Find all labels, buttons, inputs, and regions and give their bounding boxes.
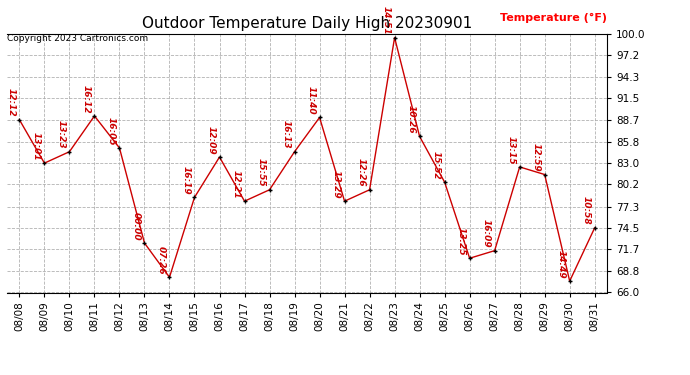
Text: 00:00: 00:00 <box>132 211 141 240</box>
Text: 12:26: 12:26 <box>357 158 366 187</box>
Point <box>214 154 225 160</box>
Point <box>164 274 175 280</box>
Point <box>364 187 375 193</box>
Point <box>14 117 25 123</box>
Text: 16:13: 16:13 <box>282 120 290 149</box>
Point <box>439 179 450 185</box>
Text: 15:55: 15:55 <box>257 158 266 187</box>
Point <box>264 187 275 193</box>
Text: Copyright 2023 Cartronics.com: Copyright 2023 Cartronics.com <box>7 34 148 43</box>
Text: 16:19: 16:19 <box>181 166 190 195</box>
Text: 11:40: 11:40 <box>307 86 316 115</box>
Point <box>539 171 550 177</box>
Point <box>489 248 500 254</box>
Text: 07:26: 07:26 <box>157 246 166 274</box>
Text: 12:09: 12:09 <box>207 126 216 154</box>
Text: 13:23: 13:23 <box>57 120 66 149</box>
Point <box>239 198 250 204</box>
Text: 13:01: 13:01 <box>32 132 41 160</box>
Point <box>564 278 575 284</box>
Text: 10:58: 10:58 <box>582 196 591 225</box>
Point <box>339 198 350 204</box>
Point <box>89 113 100 119</box>
Point <box>289 149 300 155</box>
Text: 13:29: 13:29 <box>332 170 341 198</box>
Text: 14:51: 14:51 <box>382 6 391 35</box>
Point <box>464 255 475 261</box>
Point <box>514 164 525 170</box>
Point <box>189 194 200 200</box>
Point <box>139 240 150 246</box>
Text: 15:52: 15:52 <box>432 151 441 179</box>
Text: 16:12: 16:12 <box>81 84 90 113</box>
Text: 12:21: 12:21 <box>232 170 241 198</box>
Point <box>64 149 75 155</box>
Point <box>414 134 425 140</box>
Point <box>589 225 600 231</box>
Point <box>389 34 400 40</box>
Text: 13:25: 13:25 <box>457 227 466 255</box>
Point <box>314 114 325 120</box>
Point <box>39 160 50 166</box>
Text: 16:09: 16:09 <box>482 219 491 248</box>
Text: 14:49: 14:49 <box>557 250 566 278</box>
Text: 10:26: 10:26 <box>407 105 416 134</box>
Point <box>114 145 125 151</box>
Text: Temperature (°F): Temperature (°F) <box>500 13 607 23</box>
Text: 12:59: 12:59 <box>532 143 541 172</box>
Text: 16:05: 16:05 <box>107 117 116 145</box>
Title: Outdoor Temperature Daily High 20230901: Outdoor Temperature Daily High 20230901 <box>142 16 472 31</box>
Text: 13:15: 13:15 <box>507 135 516 164</box>
Text: 12:12: 12:12 <box>7 88 16 117</box>
